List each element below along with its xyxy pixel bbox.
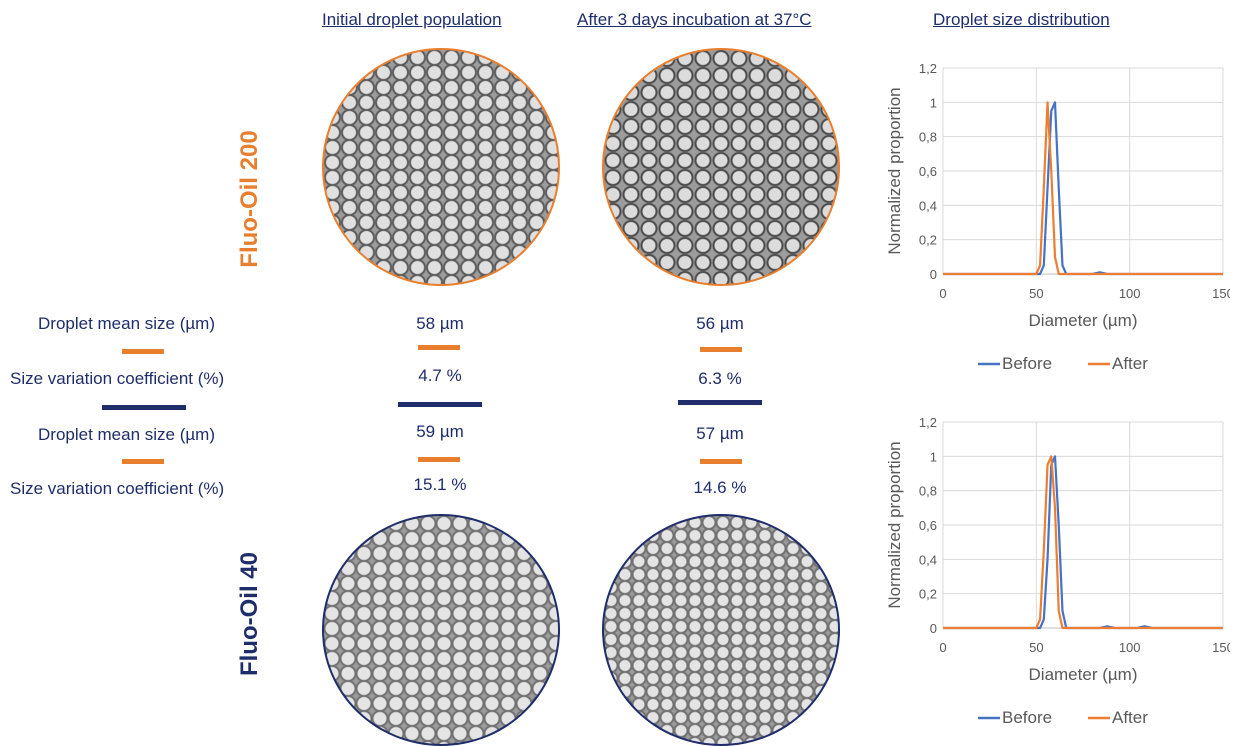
distribution-chart-fluo-oil-40: 0 0,2 0,4 0,6 0,8 1 1,2 0 50 100 150 Diameter (µm) N… (885, 415, 1230, 727)
y-tick-label: 0,8 (919, 130, 937, 145)
x-axis-label: Diameter (µm) (1029, 311, 1138, 330)
y-tick-label: 0,4 (919, 198, 937, 213)
legend-label-after: After (1112, 708, 1148, 727)
x-tick-label: 100 (1119, 286, 1141, 301)
separator-navy (398, 402, 482, 407)
y-tick-label: 1,2 (919, 415, 937, 430)
row-label-cv: Size variation coefficient (%) (10, 369, 225, 388)
value-initial-cv: 15.1 % (413, 475, 467, 494)
header-initial: Initial droplet population (322, 10, 502, 29)
legend-label-before: Before (1002, 708, 1052, 727)
separator-orange (418, 457, 460, 462)
oil-label-fluo-oil-40: Fluo-Oil 40 (236, 552, 263, 677)
y-tick-label: 0,2 (919, 233, 937, 248)
y-tick-label: 1 (930, 449, 937, 464)
row-label-mean-size: Droplet mean size (µm) (38, 314, 216, 333)
micrograph-fluo-oil-40-after (602, 514, 840, 746)
micrograph-fluo-oil-200-initial (322, 48, 560, 286)
oil-label-fluo-oil-200: Fluo-Oil 200 (236, 130, 263, 268)
y-tick-label: 0 (930, 267, 937, 282)
header-after: After 3 days incubation at 37°C (577, 10, 812, 29)
x-tick-label: 50 (1029, 286, 1043, 301)
x-tick-label: 150 (1212, 286, 1230, 301)
row-label-mean-size: Droplet mean size (µm) (38, 425, 216, 444)
x-axis-label: Diameter (µm) (1029, 665, 1138, 684)
header-distribution: Droplet size distribution (933, 10, 1110, 29)
y-tick-label: 0,6 (919, 518, 937, 533)
distribution-chart-fluo-oil-200: 0 0,2 0,4 0,6 0,8 1 1,2 0 50 100 150 Diameter (µm) N… (885, 61, 1230, 373)
separator-orange (122, 349, 164, 354)
x-tick-label: 100 (1119, 640, 1141, 655)
legend-label-before: Before (1002, 354, 1052, 373)
value-after-mean: 57 µm (696, 424, 744, 443)
value-initial-mean: 58 µm (416, 314, 464, 333)
micrograph-fluo-oil-40-initial (322, 514, 560, 746)
value-after-mean: 56 µm (696, 314, 744, 333)
value-after-cv: 6.3 % (698, 369, 742, 388)
y-tick-label: 0 (930, 621, 937, 636)
separator-navy (678, 400, 762, 405)
x-tick-label: 50 (1029, 640, 1043, 655)
x-tick-label: 0 (939, 640, 946, 655)
series-line-before (943, 455, 1223, 630)
x-tick-label: 150 (1212, 640, 1230, 655)
y-tick-label: 0,4 (919, 552, 937, 567)
series-line-before (943, 101, 1223, 276)
y-tick-label: 1,2 (919, 61, 937, 76)
value-after-cv: 14.6 % (693, 478, 747, 497)
separator-orange (122, 459, 164, 464)
y-tick-label: 0,6 (919, 164, 937, 179)
y-tick-label: 0,8 (919, 484, 937, 499)
series-line-after (943, 101, 1223, 276)
y-tick-label: 1 (930, 95, 937, 110)
separator-orange (700, 459, 742, 464)
micrograph-fluo-oil-200-after (602, 48, 840, 286)
legend-label-after: After (1112, 354, 1148, 373)
value-initial-mean: 59 µm (416, 422, 464, 441)
x-tick-label: 0 (939, 286, 946, 301)
row-label-cv: Size variation coefficient (%) (10, 479, 225, 498)
separator-navy (102, 405, 186, 410)
y-axis-label: Normalized proportion (885, 441, 904, 608)
series-line-after (943, 455, 1223, 630)
separator-orange (700, 347, 742, 352)
value-initial-cv: 4.7 % (418, 366, 462, 385)
separator-orange (418, 345, 460, 350)
y-axis-label: Normalized proportion (885, 87, 904, 254)
y-tick-label: 0,2 (919, 587, 937, 602)
